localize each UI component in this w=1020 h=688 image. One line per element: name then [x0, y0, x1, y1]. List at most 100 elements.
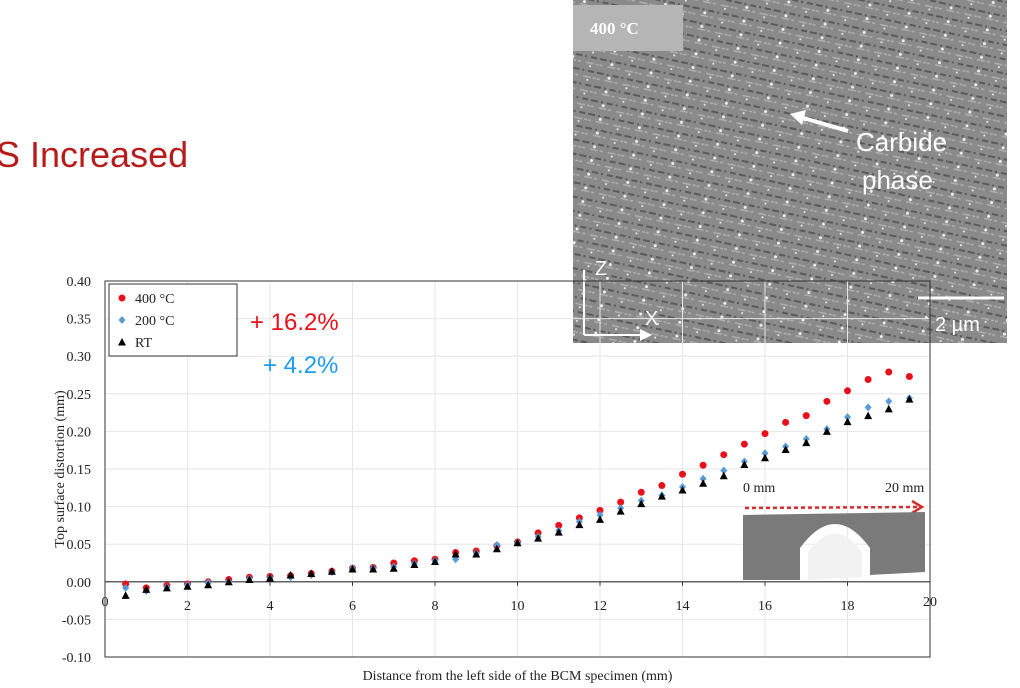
y-tick-label: 0.05 [67, 538, 92, 553]
point [617, 498, 625, 506]
point [844, 387, 851, 395]
legend-box [108, 283, 238, 357]
point [740, 440, 748, 448]
plot: -0.10 -0.05 0.00 0.05 0.10 0.15 0.20 0.25 0.30 0.… [53, 275, 937, 684]
arrow-head [911, 499, 925, 515]
point [782, 418, 790, 426]
slide-title: S Increased [0, 134, 188, 175]
point [121, 591, 130, 599]
point [885, 368, 893, 376]
temp-badge [573, 5, 683, 51]
temp-label: 400 °C [590, 19, 639, 38]
x-tick-label: 10 [511, 599, 525, 614]
point [699, 474, 707, 483]
point [657, 492, 666, 500]
point [224, 577, 233, 586]
point [823, 397, 831, 405]
point [864, 411, 873, 420]
arrow-head [790, 110, 806, 125]
point [678, 486, 687, 494]
specimen-hole [808, 533, 862, 580]
legend-label: 200 °C [135, 314, 174, 329]
point [679, 470, 686, 478]
point [864, 376, 872, 384]
point [822, 427, 831, 435]
arrow [799, 115, 849, 133]
point [266, 574, 274, 582]
point [534, 534, 543, 542]
specimen [743, 512, 925, 580]
point [162, 583, 171, 592]
x-tick-label: 12 [593, 599, 607, 614]
x-axis-title: Distance from the left side of the BCM s… [363, 669, 673, 684]
arrow-head [640, 329, 652, 341]
legend-label: RT [135, 336, 152, 351]
point [905, 395, 914, 403]
x-tick-label: 16 [758, 599, 772, 614]
point [513, 538, 522, 547]
point [843, 417, 852, 426]
y-tick-label: 0.10 [67, 501, 92, 516]
dashed-arrow [744, 505, 919, 510]
point [885, 397, 893, 406]
point [658, 482, 666, 490]
point [637, 499, 646, 508]
point [118, 338, 126, 346]
photo-label: 20 mm [885, 481, 924, 496]
point [555, 521, 563, 529]
point [122, 583, 130, 592]
y-tick-label: 0.35 [67, 313, 92, 328]
micrograph: 400 °C Carbide phase Z X 2 µm [573, 0, 1007, 343]
point [245, 575, 254, 584]
legend: 400 °C 200 °C RT [108, 283, 238, 357]
y-tick-label: 0.40 [67, 275, 92, 290]
point [884, 404, 893, 413]
point [183, 582, 192, 590]
y-tick-label: 0.25 [67, 388, 92, 403]
point [802, 438, 811, 447]
point [204, 580, 213, 589]
point [492, 544, 501, 553]
point [781, 445, 790, 453]
point [389, 564, 398, 572]
point [348, 565, 357, 573]
point [118, 294, 126, 302]
legend-label: 400 °C [135, 292, 174, 307]
point [307, 569, 316, 578]
point [616, 507, 625, 515]
point [761, 453, 769, 462]
point [327, 567, 336, 575]
annotation-line: phase [862, 165, 933, 195]
y-tick-label: -0.05 [62, 613, 91, 628]
point [699, 461, 707, 469]
point [864, 403, 872, 412]
y-tick-label: 0.00 [67, 576, 92, 591]
point [720, 451, 728, 459]
x-tick-label: 14 [676, 599, 690, 614]
x-tick-label: 18 [841, 599, 855, 614]
x-tick-label: 4 [267, 599, 274, 614]
y-axis-title: Top surface distortion (mm) [53, 390, 68, 548]
x-tick-label: 6 [349, 599, 356, 614]
y-tick-label: -0.10 [62, 651, 91, 666]
point [637, 488, 645, 496]
point [451, 549, 460, 558]
annotation-line: Carbide [856, 127, 947, 157]
photo-label: 0 mm [743, 481, 775, 496]
point [699, 479, 708, 487]
sem-image [573, 0, 1007, 343]
point [740, 460, 749, 468]
point [118, 316, 126, 324]
point [905, 373, 913, 381]
point [761, 449, 769, 458]
point [761, 430, 769, 438]
point [719, 471, 728, 480]
y-tick-label: 0.30 [67, 350, 92, 365]
scale-label: 2 µm [935, 314, 980, 336]
point [596, 510, 604, 519]
point [431, 557, 439, 565]
point [844, 413, 851, 422]
annotation: + 4.2% [263, 352, 338, 379]
point [596, 515, 604, 523]
